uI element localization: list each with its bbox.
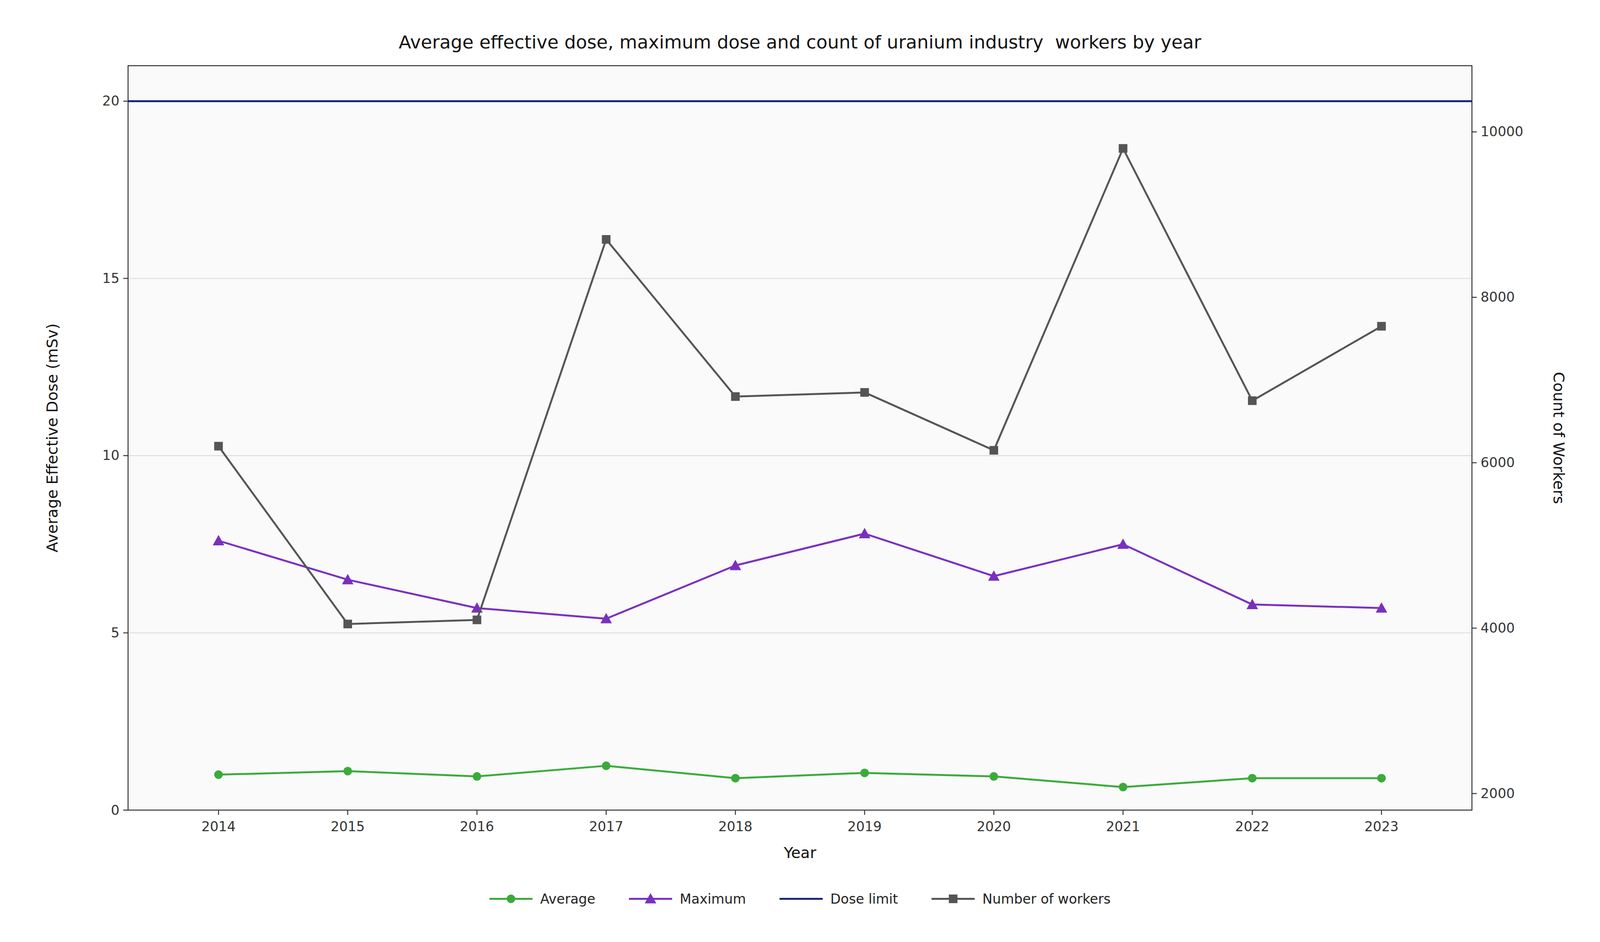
series-marker	[214, 770, 224, 779]
series-marker	[1118, 782, 1128, 792]
series-marker	[988, 570, 1000, 581]
reference-line	[128, 100, 1472, 103]
x-tick	[1380, 810, 1382, 815]
series-marker	[730, 773, 740, 783]
x-tick	[993, 810, 995, 815]
legend-item: Maximum	[628, 891, 746, 907]
series-line	[218, 148, 1382, 624]
y-tick-label: 20	[102, 93, 120, 109]
series-marker	[860, 388, 870, 397]
x-tick	[734, 810, 736, 815]
y-tick	[123, 632, 129, 634]
x-tick-label: 2019	[847, 818, 882, 835]
legend-item: Number of workers	[931, 891, 1111, 907]
x-axis-label: Year	[783, 843, 817, 862]
x-tick	[864, 810, 866, 815]
x-tick-label: 2020	[976, 818, 1012, 835]
series-marker	[1118, 143, 1128, 153]
series-marker	[1247, 396, 1257, 405]
x-tick-label: 2023	[1364, 818, 1399, 835]
y-tick	[123, 100, 129, 102]
marks	[128, 101, 1472, 792]
series-marker	[600, 612, 612, 624]
y-tick-label: 10	[102, 447, 120, 464]
legend-label: Maximum	[679, 891, 746, 907]
legend-item: Average	[489, 891, 596, 907]
series-marker	[858, 528, 871, 539]
series-marker	[212, 534, 225, 546]
legend-label: Average	[540, 891, 596, 907]
legend-label: Number of workers	[982, 891, 1111, 907]
x-tick	[605, 810, 607, 815]
series-marker	[730, 392, 740, 401]
legend-marker	[506, 894, 516, 904]
x-tick-label: 2016	[459, 818, 495, 835]
series-marker	[343, 619, 353, 629]
series-marker	[601, 761, 611, 771]
series-marker	[1375, 602, 1388, 613]
series-marker	[1376, 773, 1386, 783]
x-tick-label: 2014	[201, 818, 236, 835]
legend-marker	[948, 894, 958, 904]
series-line	[218, 765, 1382, 788]
x-tick	[476, 810, 478, 815]
series-line	[218, 533, 1382, 619]
y-tick	[123, 809, 129, 811]
y2-tick	[1471, 627, 1477, 629]
y2-tick-label: 6000	[1480, 454, 1515, 471]
series-marker	[472, 615, 482, 624]
y-axis-label: Average Effective Dose (mSv)	[43, 323, 62, 553]
y2-tick	[1471, 131, 1477, 133]
x-tick	[1251, 810, 1253, 815]
legend-item: Dose limit	[779, 891, 898, 907]
y-tick-label: 5	[110, 624, 120, 641]
x-tick	[1122, 810, 1124, 815]
series-marker	[1247, 773, 1257, 783]
x-tick-label: 2022	[1235, 818, 1270, 835]
grid-line	[128, 277, 1472, 279]
series-marker	[1376, 321, 1386, 331]
series-marker	[472, 772, 482, 781]
series-marker	[343, 766, 353, 776]
x-tick	[347, 810, 349, 815]
x-tick-label: 2017	[588, 818, 624, 835]
x-tick-label: 2015	[330, 818, 365, 835]
grid-line	[128, 100, 1472, 102]
legend-marker	[644, 893, 657, 904]
legend-label: Dose limit	[830, 891, 898, 907]
grid-line	[128, 632, 1472, 634]
series-marker	[729, 559, 742, 571]
legend-swatch	[779, 897, 823, 900]
y2-tick	[1471, 462, 1477, 464]
chart: 0 5 10 15 20 2000 4000 6000 8000 10000 2014 2015 201…	[0, 0, 1600, 942]
y2-tick-label: 4000	[1480, 620, 1515, 636]
y-tick	[123, 455, 129, 457]
y-tick-label: 0	[110, 802, 120, 819]
x-tick	[218, 810, 220, 815]
y2-tick	[1471, 793, 1477, 795]
series-marker	[989, 772, 999, 781]
y2-tick-label: 8000	[1480, 289, 1515, 306]
legend: Average Maximum Dose limit Number of worker…	[489, 891, 1111, 907]
series-marker	[989, 446, 999, 455]
series-marker	[601, 235, 611, 244]
series-marker	[1117, 538, 1130, 550]
y2-tick	[1471, 296, 1477, 298]
x-tick-label: 2021	[1105, 818, 1141, 835]
series-marker	[214, 441, 224, 451]
x-tick-label: 2018	[718, 818, 753, 835]
y-tick-label: 15	[102, 270, 120, 287]
series-marker	[341, 574, 354, 585]
y2-tick-label: 2000	[1480, 785, 1515, 802]
y2-tick-label: 10000	[1480, 123, 1524, 140]
plot-frame	[128, 65, 1472, 811]
series-marker	[860, 768, 870, 777]
series-marker	[1246, 598, 1259, 610]
grid-line	[128, 455, 1472, 457]
plot-area	[128, 65, 1472, 811]
title: Average effective dose, maximum dose and…	[398, 31, 1202, 53]
grid	[128, 101, 1472, 811]
y2-axis-label: Count of Workers	[1549, 371, 1568, 505]
y-tick	[123, 277, 129, 279]
